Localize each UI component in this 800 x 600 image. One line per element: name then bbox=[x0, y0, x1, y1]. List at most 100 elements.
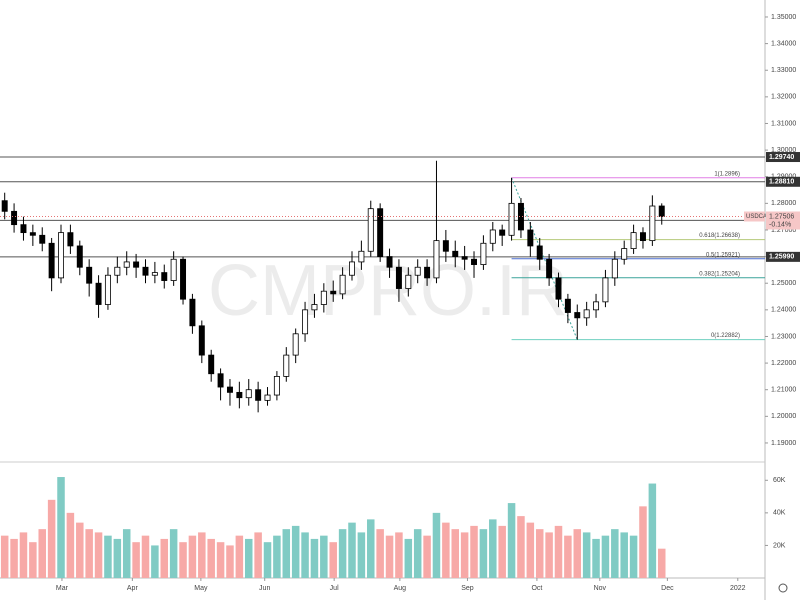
volume-bar bbox=[648, 483, 657, 578]
volume-bar bbox=[169, 529, 178, 578]
volume-bar bbox=[329, 542, 337, 578]
volume-bar bbox=[151, 545, 159, 578]
volume-bar bbox=[0, 535, 9, 578]
volume-bar bbox=[188, 535, 197, 578]
candle-body bbox=[292, 333, 299, 356]
volume-bar bbox=[442, 522, 450, 578]
candle-body bbox=[395, 266, 402, 289]
candle-body bbox=[517, 202, 524, 231]
fib-label: 1(1.2896) bbox=[714, 171, 740, 177]
candle-body bbox=[20, 224, 27, 234]
volume-bar bbox=[141, 535, 150, 578]
volume-bar bbox=[113, 538, 122, 578]
last-price-tag bbox=[766, 211, 800, 230]
y-tick-label: 1.30000 bbox=[771, 147, 796, 154]
y-tick-label: 1.34000 bbox=[771, 40, 796, 47]
volume-bar bbox=[479, 529, 488, 578]
candle-body bbox=[527, 229, 534, 247]
volume-bar bbox=[423, 535, 431, 578]
candle-body bbox=[11, 210, 18, 226]
candle-body bbox=[283, 354, 290, 377]
volume-bar bbox=[338, 529, 347, 578]
candle-body bbox=[217, 373, 224, 388]
x-tick-label: Aug bbox=[394, 585, 407, 592]
y-tick-label: 1.33000 bbox=[771, 67, 796, 74]
volume-bar bbox=[263, 542, 272, 578]
fib-label: 0(1.22882) bbox=[711, 333, 740, 339]
candle-body bbox=[339, 274, 346, 295]
candle-body bbox=[29, 232, 36, 236]
candle-body bbox=[330, 290, 337, 295]
candle-body bbox=[161, 272, 168, 281]
candle-body bbox=[630, 232, 637, 250]
candle-body bbox=[311, 304, 318, 311]
candle-body bbox=[602, 277, 609, 303]
volume-bar bbox=[367, 519, 375, 578]
change-label: -0.14% bbox=[769, 221, 791, 228]
candle-body bbox=[452, 250, 459, 257]
level-tag bbox=[766, 251, 800, 262]
x-tick-label: Dec bbox=[661, 585, 674, 592]
candle-body bbox=[170, 258, 177, 281]
volume-bar bbox=[132, 542, 140, 578]
volume-bar bbox=[451, 529, 459, 578]
volume-bar bbox=[413, 529, 422, 578]
volume-bar bbox=[66, 512, 75, 578]
settings-icon[interactable] bbox=[778, 583, 788, 593]
candle-body bbox=[358, 250, 365, 263]
candle-body bbox=[226, 386, 233, 393]
y-tick-label: 1.25000 bbox=[771, 280, 796, 287]
vy-tick-label: 60K bbox=[773, 477, 786, 484]
volume-bar bbox=[629, 535, 638, 578]
candle-body bbox=[433, 240, 440, 279]
symbol-tag bbox=[744, 211, 765, 222]
candle-body bbox=[546, 258, 553, 279]
volume-bar bbox=[564, 535, 572, 578]
volume-bar bbox=[573, 529, 582, 578]
volume-bar bbox=[592, 538, 600, 578]
candle-body bbox=[273, 376, 280, 396]
volume-bar bbox=[226, 545, 234, 578]
candle-body bbox=[198, 325, 205, 356]
y-tick-label: 1.28000 bbox=[771, 200, 796, 207]
volume-bar bbox=[357, 532, 366, 578]
level-label: 1.28810 bbox=[769, 179, 794, 186]
candle-body bbox=[442, 240, 449, 252]
candle-body bbox=[377, 208, 384, 257]
candle-body bbox=[104, 274, 111, 305]
gear[interactable] bbox=[778, 583, 788, 593]
x-tick-label: Oct bbox=[531, 585, 542, 592]
candle-body bbox=[142, 266, 149, 276]
symbol-label: USDCAD bbox=[746, 214, 772, 220]
candle-body bbox=[611, 258, 618, 279]
fib-label: 0.382(1.25204) bbox=[699, 271, 740, 277]
candle-body bbox=[208, 354, 215, 375]
candle-body bbox=[593, 301, 600, 311]
candle-body bbox=[461, 256, 468, 260]
candle-body bbox=[564, 298, 571, 313]
volume-bar bbox=[94, 532, 103, 578]
candle-body bbox=[264, 394, 271, 401]
volume-bar bbox=[432, 512, 441, 578]
volume-bar bbox=[282, 529, 291, 578]
candle-body bbox=[658, 205, 665, 217]
volume-bar bbox=[57, 477, 65, 578]
volume-bar bbox=[179, 542, 187, 578]
candle-body bbox=[67, 232, 74, 247]
volume-bar bbox=[160, 538, 169, 578]
candle-body bbox=[480, 242, 487, 265]
volume-bar bbox=[291, 525, 300, 578]
level-tag bbox=[766, 176, 800, 187]
y-tick-label: 1.20000 bbox=[771, 413, 796, 420]
volume-bar bbox=[85, 529, 93, 578]
candle-body bbox=[386, 256, 393, 268]
level-label: 1.25990 bbox=[769, 254, 794, 261]
volume-bar bbox=[47, 499, 56, 578]
candle-body bbox=[349, 261, 355, 276]
candle-body bbox=[123, 261, 130, 268]
candle-body bbox=[236, 391, 243, 399]
y-tick-label: 1.31000 bbox=[771, 120, 796, 127]
candle-body bbox=[583, 309, 590, 319]
volume-bar bbox=[320, 535, 328, 578]
